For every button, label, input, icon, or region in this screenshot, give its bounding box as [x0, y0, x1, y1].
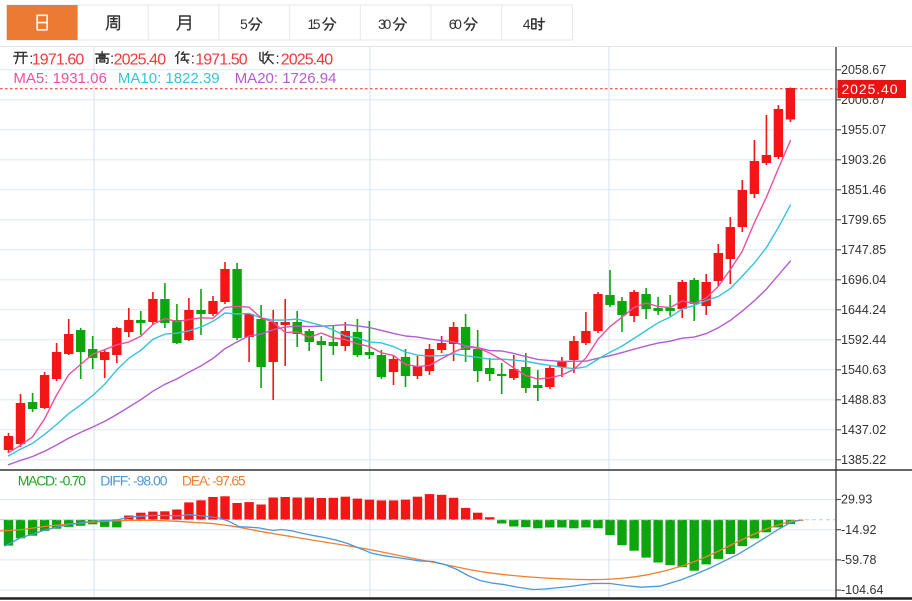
svg-text:30: 30: [378, 16, 391, 32]
svg-text:1540.63: 1540.63: [841, 363, 886, 377]
svg-text:1851.46: 1851.46: [841, 183, 886, 197]
svg-text:1437.02: 1437.02: [841, 423, 886, 437]
svg-text:DEA: -97.65: DEA: -97.65: [182, 473, 246, 489]
svg-text:DIFF: -98.00: DIFF: -98.00: [100, 473, 168, 489]
svg-text:4: 4: [523, 16, 531, 32]
svg-text:1488.83: 1488.83: [841, 393, 886, 407]
svg-text:MA10: 1822.39: MA10: 1822.39: [118, 70, 220, 87]
svg-text:-59.78: -59.78: [841, 553, 876, 567]
svg-text:15: 15: [307, 16, 320, 32]
svg-text::: :: [191, 51, 195, 68]
svg-text:1696.04: 1696.04: [841, 273, 886, 287]
svg-text:2025.40: 2025.40: [842, 81, 898, 97]
svg-text:1903.26: 1903.26: [841, 153, 886, 167]
svg-text:2025.40: 2025.40: [281, 51, 334, 68]
svg-text:1385.22: 1385.22: [841, 453, 886, 467]
svg-text:1592.44: 1592.44: [841, 333, 886, 347]
svg-text:MA20: 1726.94: MA20: 1726.94: [235, 70, 337, 87]
svg-text:1644.24: 1644.24: [841, 303, 886, 317]
svg-text:1971.50: 1971.50: [195, 51, 248, 68]
svg-text:MA5: 1931.06: MA5: 1931.06: [13, 70, 106, 87]
svg-text:5: 5: [240, 16, 248, 32]
svg-text:1799.65: 1799.65: [841, 213, 886, 227]
svg-text:2025.40: 2025.40: [114, 51, 167, 68]
svg-text:1971.60: 1971.60: [32, 51, 85, 68]
svg-text:60: 60: [449, 16, 462, 32]
svg-text:-14.92: -14.92: [841, 523, 876, 537]
svg-text:1747.85: 1747.85: [841, 243, 886, 257]
svg-text:-104.64: -104.64: [841, 583, 883, 597]
svg-text:MACD: -0.70: MACD: -0.70: [18, 473, 87, 489]
svg-text:2058.67: 2058.67: [841, 63, 886, 77]
svg-text::: :: [29, 51, 33, 68]
svg-text::: :: [276, 51, 280, 68]
svg-text:1955.07: 1955.07: [841, 123, 886, 137]
svg-text:29.93: 29.93: [841, 493, 872, 507]
svg-text::: :: [110, 51, 114, 68]
